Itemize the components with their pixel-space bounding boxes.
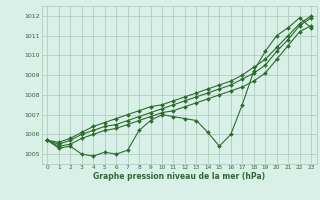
X-axis label: Graphe pression niveau de la mer (hPa): Graphe pression niveau de la mer (hPa): [93, 172, 265, 181]
